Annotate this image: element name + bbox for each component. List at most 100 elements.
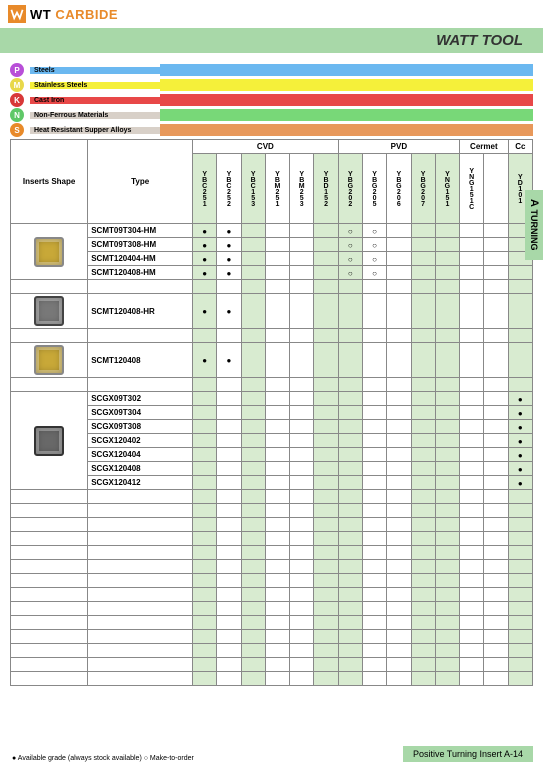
data-cell [241, 224, 265, 238]
data-cell [265, 420, 289, 434]
spacer [387, 280, 411, 294]
data-cell [508, 294, 532, 329]
material-badge: N [10, 108, 24, 122]
material-badge: K [10, 93, 24, 107]
empty-cell [435, 616, 459, 630]
empty-cell [435, 504, 459, 518]
empty-cell [484, 658, 508, 672]
data-cell [411, 343, 435, 378]
empty-cell [338, 644, 362, 658]
data-cell [241, 462, 265, 476]
empty-cell [411, 644, 435, 658]
empty-cell [11, 644, 88, 658]
data-cell [435, 434, 459, 448]
spacer [460, 329, 484, 343]
empty-cell [362, 630, 386, 644]
empty-cell [88, 532, 193, 546]
empty-cell [11, 546, 88, 560]
logo-text-1: WT [30, 7, 51, 22]
empty-cell [193, 532, 217, 546]
data-cell [460, 238, 484, 252]
empty-cell [387, 560, 411, 574]
empty-cell [314, 630, 338, 644]
spacer [362, 490, 386, 504]
data-cell [362, 224, 386, 238]
data-cell [338, 434, 362, 448]
data-cell [290, 448, 314, 462]
data-cell [338, 343, 362, 378]
spacer [508, 329, 532, 343]
data-cell [508, 343, 532, 378]
empty-cell [265, 574, 289, 588]
material-label: Stainless Steels [30, 82, 160, 89]
spacer [411, 378, 435, 392]
data-cell [362, 343, 386, 378]
data-cell [435, 406, 459, 420]
header: WT CARBIDE [0, 0, 543, 28]
data-cell [411, 392, 435, 406]
data-cell [217, 448, 241, 462]
empty-cell [314, 616, 338, 630]
spacer [314, 329, 338, 343]
empty-cell [241, 532, 265, 546]
data-cell [411, 266, 435, 280]
empty-cell [460, 518, 484, 532]
data-cell [484, 224, 508, 238]
spacer [241, 378, 265, 392]
empty-cell [265, 532, 289, 546]
empty-cell [88, 588, 193, 602]
spacer [338, 280, 362, 294]
code-header: YBC252 [217, 154, 241, 224]
type-cell: SCGX120402 [88, 434, 193, 448]
data-cell [193, 448, 217, 462]
shape-cell [11, 343, 88, 378]
empty-cell [508, 630, 532, 644]
data-cell [193, 252, 217, 266]
data-cell [265, 252, 289, 266]
data-cell [217, 343, 241, 378]
empty-cell [484, 518, 508, 532]
data-cell [265, 448, 289, 462]
empty-cell [241, 574, 265, 588]
data-cell [484, 462, 508, 476]
material-row: K Cast Iron [10, 93, 533, 107]
data-cell [265, 294, 289, 329]
data-cell [508, 406, 532, 420]
coating-header: Cc [508, 140, 532, 154]
empty-cell [338, 588, 362, 602]
data-cell [362, 476, 386, 490]
data-cell [411, 434, 435, 448]
data-cell [484, 294, 508, 329]
data-cell [484, 252, 508, 266]
data-cell [338, 392, 362, 406]
logo-text: WT CARBIDE [30, 7, 118, 22]
code-header: YNG151C [460, 154, 484, 224]
empty-cell [217, 588, 241, 602]
spacer [290, 280, 314, 294]
data-cell [484, 238, 508, 252]
spacer [362, 280, 386, 294]
data-cell [435, 252, 459, 266]
spacer [484, 490, 508, 504]
empty-cell [217, 574, 241, 588]
empty-cell [193, 672, 217, 686]
data-cell [387, 462, 411, 476]
empty-cell [217, 518, 241, 532]
empty-cell [11, 672, 88, 686]
data-cell [290, 252, 314, 266]
type-cell: SCMT120408-HR [88, 294, 193, 329]
empty-cell [193, 658, 217, 672]
data-cell [193, 406, 217, 420]
empty-cell [484, 574, 508, 588]
logo-mark [8, 5, 26, 23]
empty-cell [217, 644, 241, 658]
data-cell [241, 448, 265, 462]
header-type: Type [88, 140, 193, 224]
empty-cell [508, 574, 532, 588]
empty-cell [88, 560, 193, 574]
data-cell [241, 343, 265, 378]
empty-cell [241, 560, 265, 574]
empty-cell [362, 588, 386, 602]
empty-cell [362, 518, 386, 532]
data-cell [435, 224, 459, 238]
